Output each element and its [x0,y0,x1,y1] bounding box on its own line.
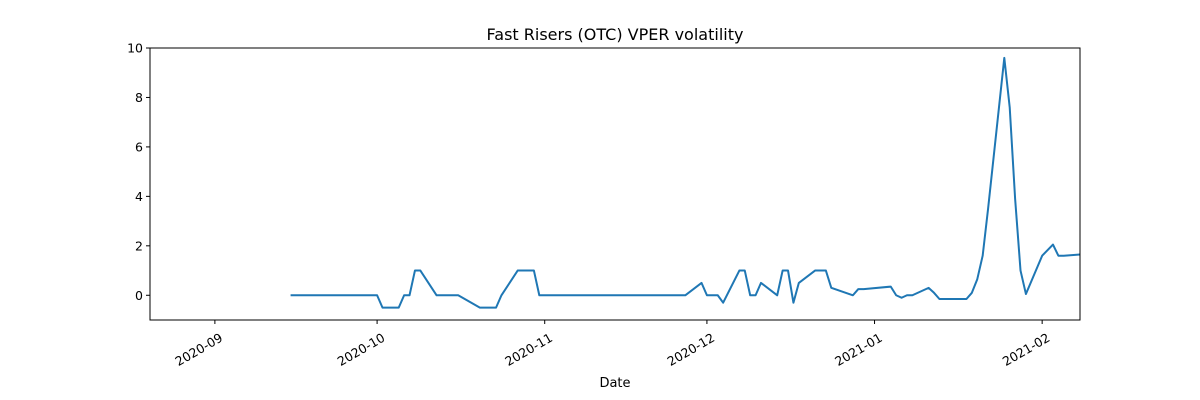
series-line-0 [290,56,1081,309]
y-tick-label: 4 [135,189,143,204]
y-tick-label: 8 [135,90,143,105]
y-axis: 0 2 4 6 8 10 [127,41,150,303]
y-tick-label: 6 [135,139,143,154]
x-axis: 2020-09 2020-10 2020-11 2020-12 2021-01 2021-… [172,320,1052,369]
x-tick-label: 2021-02 [1000,330,1053,369]
x-tick-label: 2020-12 [664,330,717,369]
y-tick-label: 2 [135,238,143,253]
plot-area [290,56,1081,309]
chart-title: Fast Risers (OTC) VPER volatility [487,25,744,44]
x-tick-label: 2021-01 [832,330,885,369]
plot-frame [149,47,1081,321]
y-tick-label: 10 [127,41,143,56]
x-axis-title: Date [599,376,630,391]
x-tick-label: 2020-10 [335,330,388,369]
x-tick-label: 2020-11 [502,330,555,369]
x-tick-label: 2020-09 [172,330,225,369]
y-tick-label: 0 [135,288,143,303]
